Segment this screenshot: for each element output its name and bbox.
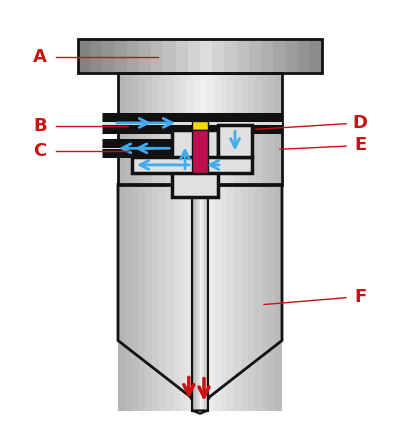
Bar [188,38,200,72]
Bar [180,72,187,184]
Bar [102,38,115,72]
Bar [207,72,214,184]
Bar [186,184,194,411]
Bar [200,193,202,411]
Bar [163,38,176,72]
Bar [204,193,206,411]
Bar [234,72,242,184]
Bar [186,72,194,184]
Bar [159,72,166,184]
Bar [78,38,90,72]
Text: C: C [33,142,47,160]
Bar [132,157,252,173]
Bar [192,121,208,130]
Bar [234,184,242,411]
Bar [268,72,276,184]
Text: D: D [352,113,368,131]
Bar [151,38,164,72]
Bar [145,72,152,184]
Text: A: A [33,48,47,66]
Bar [173,72,180,184]
Text: E: E [354,135,366,153]
Bar [132,184,139,411]
Bar [138,184,146,411]
Bar [241,184,248,411]
Bar [200,38,213,72]
Bar [200,184,207,411]
Bar [138,72,146,184]
Bar [145,184,152,411]
Bar [159,184,166,411]
Bar [166,184,173,411]
Bar [227,184,234,411]
Bar [206,193,208,411]
Bar [273,38,286,72]
Bar [166,72,173,184]
Bar [118,72,125,184]
Bar [198,193,200,411]
Bar [255,184,262,411]
Bar [207,184,214,411]
Bar [127,38,140,72]
Bar [194,193,196,411]
Bar [172,130,218,197]
Bar [286,38,298,72]
Bar [102,143,200,153]
Bar [241,72,248,184]
Bar [196,193,198,411]
Polygon shape [192,411,208,414]
Bar [173,184,180,411]
Bar [192,193,208,411]
Bar [125,184,132,411]
Bar [132,72,139,184]
Bar [220,72,228,184]
Bar [125,72,132,184]
Bar [275,184,282,411]
Bar [192,193,194,411]
Bar [261,38,274,72]
Bar [255,72,262,184]
Bar [114,38,127,72]
Polygon shape [118,184,282,411]
Bar [236,38,249,72]
Bar [193,184,200,411]
Bar [227,72,234,184]
Bar [262,72,269,184]
Bar [192,130,208,173]
Bar [262,184,269,411]
Bar [152,184,159,411]
Bar [180,184,187,411]
Bar [275,72,282,184]
Text: B: B [33,117,47,135]
Bar [176,38,188,72]
Bar [152,72,159,184]
Bar [78,38,322,72]
Bar [249,38,261,72]
Bar [193,72,200,184]
Bar [118,184,125,411]
Bar [310,38,322,72]
Bar [268,184,276,411]
Bar [212,38,225,72]
Bar [214,184,221,411]
Bar [224,38,237,72]
Bar [90,38,103,72]
Bar [202,193,204,411]
Bar [200,72,207,184]
Bar [118,72,282,184]
Bar [298,38,310,72]
Bar [102,117,282,128]
Bar [248,184,255,411]
Bar [218,125,252,157]
Bar [139,38,152,72]
Bar [220,184,228,411]
Bar [248,72,255,184]
Text: F: F [354,288,366,306]
Bar [214,72,221,184]
